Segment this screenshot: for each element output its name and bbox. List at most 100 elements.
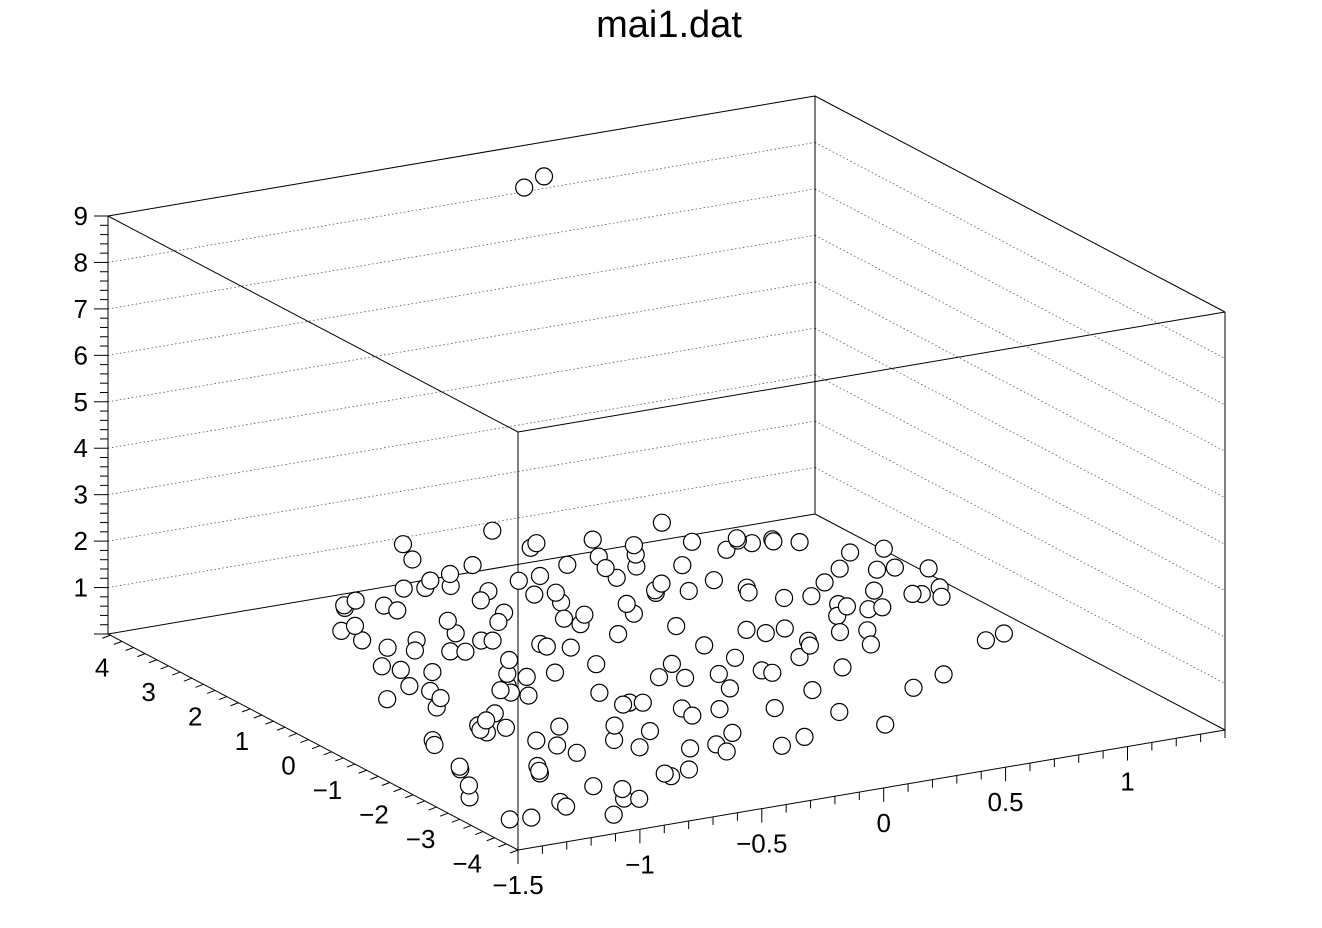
data-point [795,727,814,747]
x-tick-label: 0.5 [988,787,1024,817]
data-point [803,680,822,700]
data-point [774,588,794,608]
x-tick-label: −1 [625,849,655,879]
y-tick [404,794,414,799]
data-point [483,631,502,650]
data-point [885,558,905,577]
data-point [617,594,636,614]
data-point [388,601,407,620]
y-tick [137,653,146,658]
box-edge [517,729,1226,851]
data-points [332,167,1014,829]
grid-line-back-z [107,234,816,356]
y-tick [428,806,437,811]
data-point [867,560,887,579]
tick-labels: −1.5 −1 −0.5 0 0.5 1 4 3 2 1 0 −1 −2 −3 −4 1 2 3 4 5 6 7 8 9 [74,201,1135,900]
data-point [679,760,699,779]
grid-line-back-z [107,188,816,310]
data-point [864,581,884,600]
data-point [709,664,728,684]
data-point [704,571,724,590]
data-point [530,761,549,780]
data-point [604,805,623,824]
grid-line-back-z [107,142,816,263]
y-tick [125,647,134,651]
y-tick-label: 3 [141,677,155,707]
data-point [725,648,745,667]
data-point [554,609,574,628]
y-tick [265,720,274,725]
data-point [683,706,702,725]
data-point [720,679,740,698]
z-tick-label: 9 [74,201,88,231]
box-edge [107,513,816,635]
grid-line-side-z [814,188,1226,406]
grid-line-back-z [107,327,816,449]
data-point [624,536,644,555]
data-point [764,532,783,551]
data-point [640,721,660,741]
data-point [391,660,410,680]
data-point [605,716,624,735]
data-point [561,638,580,657]
data-point [558,555,577,574]
data-point [378,638,397,657]
data-point [596,558,615,578]
y-tick [183,677,193,682]
data-point [772,736,792,755]
grid-line-back-z [107,420,816,542]
box-edge [107,215,519,433]
y-tick-label: −3 [406,824,436,854]
data-point [934,665,953,684]
data-point [830,702,849,722]
data-point [976,631,996,650]
data-point [590,683,609,702]
data-point [425,735,444,755]
data-point [483,521,502,540]
y-tick [218,696,227,701]
data-point [903,584,922,604]
y-tick [288,732,297,737]
data-point [673,556,692,575]
data-point [737,620,756,640]
data-point [587,655,606,674]
grid-lines [107,95,1226,684]
y-tick [393,788,402,793]
y-tick [486,837,495,842]
grid-line-side-z [814,142,1226,359]
data-point [583,530,602,549]
data-point [695,636,714,655]
y-tick [253,714,262,719]
y-tick [102,634,111,639]
data-point [904,678,923,697]
data-point [530,566,550,586]
data-point [372,657,391,676]
data-point [489,612,508,632]
data-point [545,663,565,682]
data-point [556,797,576,816]
data-point [790,647,809,667]
data-point [438,611,457,630]
data-point [517,667,536,687]
data-point [873,598,892,617]
z-tick-label: 6 [74,340,88,370]
y-tick [311,745,321,750]
data-point [547,736,567,755]
data-point [515,178,534,197]
y-tick-label: 2 [188,701,202,731]
data-point [919,559,938,578]
z-tick-label: 3 [74,480,88,510]
data-point [830,559,849,578]
y-tick [381,782,391,786]
data-point [421,571,440,590]
z-tick-label: 1 [74,573,88,603]
data-point [522,808,541,827]
data-point [471,591,490,610]
grid-line-back-z [107,467,816,588]
data-point [527,731,546,750]
grid-line-side-z [814,234,1226,452]
data-point [802,587,821,606]
axis-ticks [94,215,1226,864]
data-point [649,668,669,687]
data-point [534,167,554,186]
